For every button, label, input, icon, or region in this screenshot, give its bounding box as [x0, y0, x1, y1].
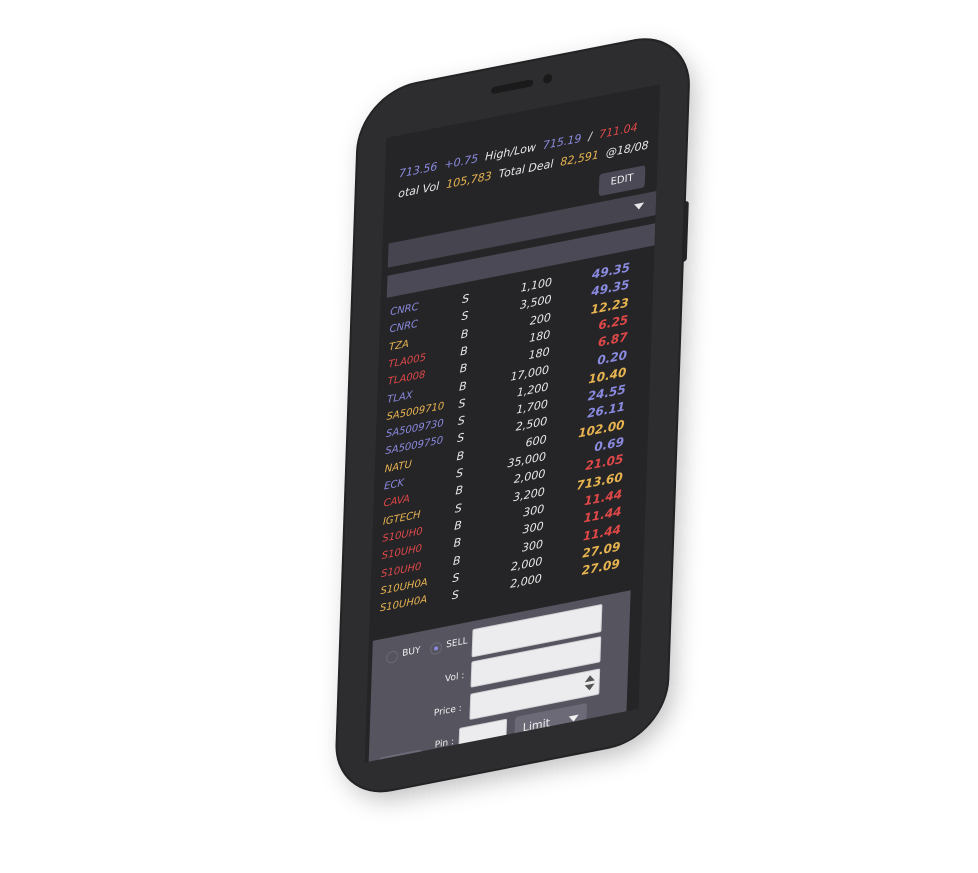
high-low-separator: / — [588, 129, 593, 143]
clear-button[interactable]: CLEAR — [377, 749, 423, 763]
as-of-date: @18/08 — [605, 137, 649, 160]
trade-side: S — [455, 466, 464, 481]
edit-button[interactable]: EDIT — [598, 165, 646, 197]
trade-side: B — [460, 326, 469, 342]
trade-side: B — [453, 535, 462, 551]
sell-label: SELL — [445, 636, 468, 651]
earpiece-speaker — [491, 79, 534, 95]
vol-label: Vol : — [444, 670, 465, 685]
trade-side: B — [456, 448, 465, 464]
trade-side: S — [458, 396, 466, 411]
trade-side: B — [459, 361, 468, 376]
trade-side: B — [452, 553, 461, 568]
low-price: 711.04 — [598, 120, 638, 141]
pin-input[interactable] — [458, 718, 508, 755]
pin-label: Pin : — [434, 736, 455, 751]
trade-side: S — [457, 431, 465, 446]
submit-button[interactable]: SUBMIT — [522, 748, 582, 763]
buy-radio[interactable] — [385, 649, 399, 665]
total-vol-label: otal Vol — [398, 178, 440, 201]
order-entry-panel: BUY SELL Vol : Price : Pin : Limit — [365, 590, 631, 763]
trade-side: S — [457, 413, 466, 429]
high-price: 715.19 — [542, 131, 582, 152]
power-button — [681, 200, 689, 263]
trade-side: B — [460, 343, 469, 359]
price-label: Price : — [433, 703, 462, 719]
total-vol-value: 105,783 — [446, 168, 492, 191]
trade-side: S — [454, 500, 463, 516]
app-screen: 713.56 +0.75 High/Low 715.19 / 711.04 ot… — [364, 84, 661, 763]
chevron-down-icon — [568, 714, 579, 723]
price-stepper[interactable] — [584, 674, 596, 692]
front-camera — [543, 73, 553, 85]
total-deal-value: 82,591 — [560, 147, 600, 169]
trade-side: S — [452, 570, 460, 586]
sell-radio[interactable] — [429, 641, 443, 656]
price-change: +0.75 — [444, 151, 479, 172]
trade-side: S — [461, 309, 469, 324]
trade-side: S — [461, 291, 470, 307]
last-price: 713.56 — [398, 159, 438, 180]
order-type-value: Limit — [522, 716, 551, 735]
trade-side: B — [454, 518, 463, 533]
trade-side: S — [451, 587, 460, 603]
trade-side: B — [458, 378, 467, 394]
chevron-down-icon — [633, 202, 645, 211]
stepper-up-icon[interactable] — [584, 674, 596, 683]
stepper-down-icon[interactable] — [584, 683, 595, 692]
trade-side: B — [455, 483, 464, 498]
buy-label: BUY — [401, 645, 421, 660]
phone-body: 713.56 +0.75 High/Low 715.19 / 711.04 ot… — [335, 30, 690, 801]
